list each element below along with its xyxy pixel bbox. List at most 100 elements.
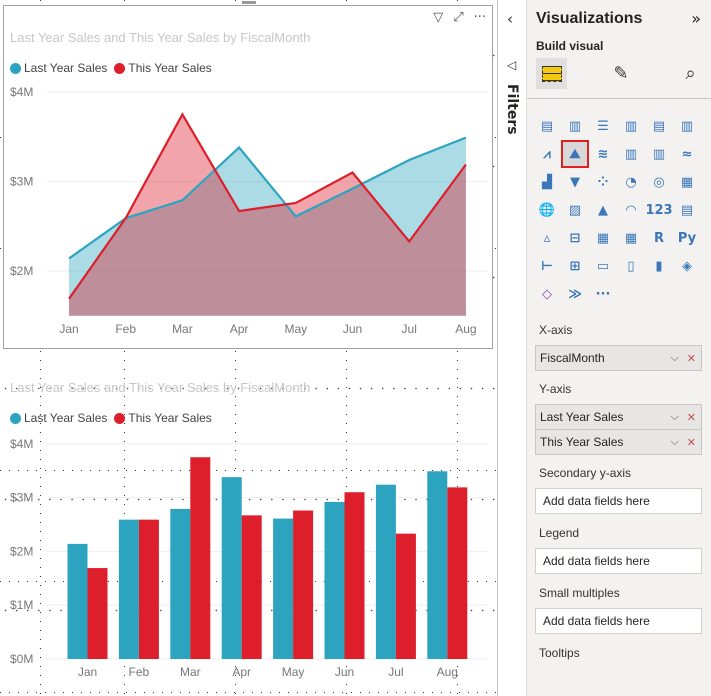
x-tick-label: Mar <box>180 665 201 679</box>
azure-map-icon[interactable]: ▲ <box>598 202 608 218</box>
x-tick-label: Feb <box>129 665 150 679</box>
y-tick-label: $4M <box>10 437 33 451</box>
line-last-year <box>68 136 467 260</box>
more-options-icon[interactable]: ··· <box>473 10 486 25</box>
line-chart-icon[interactable]: ⩘ <box>543 146 551 162</box>
power-automate-icon[interactable]: ≫ <box>568 286 582 302</box>
field-pill[interactable]: This Year Sales ⌵ ✕ <box>535 429 702 455</box>
chevron-left-icon[interactable]: ‹ <box>507 10 513 28</box>
table-icon[interactable]: ▦ <box>596 230 610 246</box>
power-apps-icon[interactable]: ◇ <box>542 286 552 302</box>
area-this-year <box>69 114 466 316</box>
matrix-icon[interactable]: ▦ <box>624 230 638 246</box>
bar-last-year-apr <box>221 477 242 659</box>
stacked-bar-chart-icon[interactable]: ▤ <box>540 118 554 134</box>
remove-field-icon[interactable]: ✕ <box>686 411 696 424</box>
well-label: Small multiples <box>539 586 620 600</box>
field-name: FiscalMonth <box>540 351 605 365</box>
100-stacked-column-chart-icon[interactable]: ▥ <box>680 118 694 134</box>
gauge-icon[interactable]: ◠ <box>626 202 636 218</box>
scatter-chart-icon[interactable]: ⁘ <box>597 174 609 190</box>
multi-row-card-icon[interactable]: ▤ <box>680 202 694 218</box>
bar-this-year-aug <box>447 487 468 659</box>
bar-last-year-jul <box>375 484 396 659</box>
qa-icon[interactable]: ▭ <box>596 258 610 274</box>
area-chart-icon[interactable]: ⛰ <box>561 140 589 168</box>
legend-label: Last Year Sales <box>24 411 108 425</box>
add-data-field-dropzone[interactable]: Add data fields here <box>535 608 702 634</box>
legend-marker-last-year <box>10 412 21 424</box>
column-chart-visual[interactable]: Last Year Sales and This Year Sales by F… <box>0 370 497 696</box>
y-tick-label: $2M <box>10 264 33 278</box>
line-and-clustered-column-chart-icon[interactable]: ▥ <box>652 146 666 162</box>
100-stacked-bar-chart-icon[interactable]: ▤ <box>652 118 666 134</box>
map-icon[interactable]: 🌐 <box>538 202 556 218</box>
x-tick-label: Aug <box>455 322 476 336</box>
remove-field-icon[interactable]: ✕ <box>686 352 696 365</box>
remove-field-icon[interactable]: ✕ <box>686 436 696 449</box>
slicer-icon[interactable]: ⊟ <box>569 230 581 246</box>
bar-last-year-feb <box>118 519 139 659</box>
legend-label: This Year Sales <box>128 61 212 75</box>
kpi-icon[interactable]: ▵ <box>543 230 551 246</box>
chevron-down-icon[interactable]: ⌵ <box>670 410 679 423</box>
area-chart-visual[interactable]: ▽ ⤢ ··· Last Year Sales and This Year Sa… <box>3 1 493 349</box>
filters-label[interactable]: Filters <box>504 84 520 135</box>
add-data-field-dropzone[interactable]: Add data fields here <box>535 488 702 514</box>
field-name: This Year Sales <box>540 435 624 449</box>
field-pill[interactable]: Last Year Sales ⌵ ✕ <box>535 404 702 430</box>
decomposition-tree-icon[interactable]: ⊞ <box>569 258 581 274</box>
clustered-bar-chart-icon[interactable]: ☰ <box>597 118 609 134</box>
divider <box>527 98 711 99</box>
legend-label: This Year Sales <box>128 411 212 425</box>
x-tick-label: Jul <box>402 322 417 336</box>
bar-this-year-jun <box>344 492 365 659</box>
arcgis-map-icon[interactable]: ◈ <box>682 258 692 274</box>
column-chart-plot: $0M $1M $2M $3M $4M Jan Feb Mar Apr May Jun Jul Aug <box>10 437 488 679</box>
chevron-down-icon[interactable]: ⌵ <box>670 351 679 364</box>
treemap-icon[interactable]: ▦ <box>680 174 694 190</box>
more-visuals-icon[interactable]: ··· <box>595 286 611 302</box>
build-visual-icon[interactable] <box>536 58 567 89</box>
waterfall-chart-icon[interactable]: ▟ <box>542 174 552 190</box>
bar-this-year-jul <box>395 533 416 659</box>
paginated-report-icon[interactable]: ▮ <box>655 258 663 274</box>
filter-icon[interactable]: ▽ <box>433 10 444 25</box>
smart-narrative-icon[interactable]: ▯ <box>627 258 635 274</box>
donut-chart-icon[interactable]: ◎ <box>653 174 665 190</box>
area-chart-plot: $2M $3M $4M Jan Feb Mar Apr May Jun Jul Aug <box>10 85 488 336</box>
x-tick-label: Mar <box>172 322 193 336</box>
x-tick-label: May <box>284 322 307 336</box>
chevron-down-icon[interactable]: ⌵ <box>670 435 679 448</box>
bar-this-year-jan <box>87 568 108 659</box>
focus-mode-icon[interactable]: ⤢ <box>453 10 464 25</box>
funnel-chart-icon[interactable]: ▼ <box>570 174 580 190</box>
x-tick-label: Jan <box>78 665 97 679</box>
legend-label: Last Year Sales <box>24 61 108 75</box>
ribbon-chart-icon[interactable]: ≈ <box>681 146 693 162</box>
y-tick-label: $3M <box>10 175 33 189</box>
card-icon[interactable]: 123 <box>645 202 673 218</box>
clustered-column-chart-icon[interactable]: ▥ <box>624 118 638 134</box>
filters-pane-collapsed[interactable]: ‹ ◁ Filters <box>497 0 527 696</box>
python-visual-icon[interactable]: Py <box>677 230 697 246</box>
r-script-visual-icon[interactable]: R <box>653 230 664 246</box>
analytics-icon[interactable]: ⌕ <box>685 63 696 84</box>
y-tick-label: $0M <box>10 652 33 666</box>
format-visual-icon[interactable]: ✎ <box>613 63 629 84</box>
chart-legend: Last Year Sales This Year Sales <box>10 61 212 75</box>
stacked-column-chart-icon[interactable]: ▥ <box>568 118 582 134</box>
pie-chart-icon[interactable]: ◔ <box>625 174 637 190</box>
x-tick-label: Apr <box>230 322 249 336</box>
key-influencers-icon[interactable]: ⊢ <box>541 258 553 274</box>
filled-map-icon[interactable]: ▨ <box>568 202 582 218</box>
line-and-stacked-column-chart-icon[interactable]: ▥ <box>624 146 638 162</box>
field-pill[interactable]: FiscalMonth ⌵ ✕ <box>535 345 702 371</box>
bar-this-year-mar <box>190 457 211 659</box>
field-name: Last Year Sales <box>540 410 624 424</box>
add-data-field-dropzone[interactable]: Add data fields here <box>535 548 702 574</box>
chart-title: Last Year Sales and This Year Sales by F… <box>10 380 311 395</box>
well-label: Y-axis <box>539 382 572 396</box>
collapse-pane-icon[interactable]: » <box>691 9 701 28</box>
stacked-area-chart-icon[interactable]: ≋ <box>597 146 609 162</box>
